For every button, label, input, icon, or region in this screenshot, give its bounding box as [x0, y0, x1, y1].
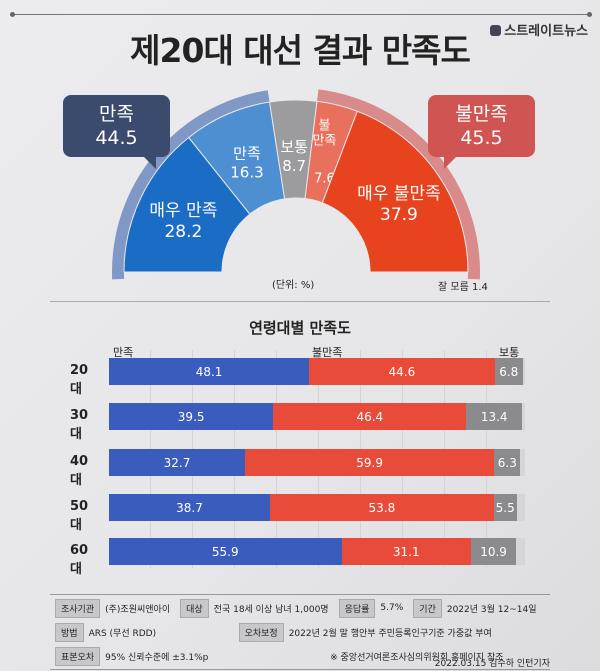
bar-row: 38.7 53.8 5.5: [109, 494, 525, 521]
unit-label: (단위: %): [272, 280, 315, 291]
satisfied-summary-label: 만족: [99, 103, 134, 125]
slice-label-3: 불 만족: [312, 118, 336, 148]
divider: [50, 301, 550, 302]
legend-neutral: 보통: [499, 346, 520, 359]
bar-segment-dissatisfied: 31.1: [341, 538, 471, 565]
bar-segment-dissatisfied: 44.6: [309, 358, 495, 385]
dont-know-annotation: 잘 모름 1.4: [438, 282, 488, 293]
satisfied-summary: 만족 44.5: [63, 95, 170, 169]
period: 2022년 3월 12~14일: [446, 604, 537, 615]
info-top-rule: [50, 594, 550, 595]
bar-segment-satisfied: 55.9: [109, 538, 342, 565]
error-label: 표본오차: [55, 646, 101, 666]
bar-segment-dissatisfied: 59.9: [245, 449, 495, 476]
row-label: 20대: [70, 363, 89, 397]
slice-4: [321, 110, 469, 273]
target: 전국 18세 이상 남녀 1,000명: [213, 604, 329, 615]
source-note: ※ 중앙선거여론조사심의위원회 홈페이지 참조: [330, 652, 504, 663]
weight-label: 오차보정: [238, 622, 284, 642]
bar-segment-neutral: 6.3: [494, 449, 521, 476]
slice-label-1: 만족: [233, 144, 261, 162]
bar-segment-neutral: 5.5: [493, 494, 517, 521]
bar-row: 32.7 59.9 6.3: [109, 449, 525, 476]
slice-label-2: 보통: [280, 138, 308, 156]
logo-text: 스트레이트뉴스: [504, 24, 588, 39]
page-title: 제20대 대선 결과 만족도: [130, 31, 471, 70]
slice-0: [123, 136, 251, 273]
logo: 스트레이트뉴스: [490, 20, 588, 39]
rate: 5.7%: [380, 603, 404, 613]
slice-value-1: 16.3: [230, 163, 263, 181]
survey-info: 조사기관 (주)조원씨앤아이 대상 전국 18세 이상 남녀 1,000명 응답률 5…: [50, 594, 550, 670]
bar-segment-satisfied: 39.5: [109, 403, 274, 430]
bar-row: 55.9 31.1 10.9: [109, 538, 525, 565]
dissatisfied-summary: 불만족 45.5: [428, 95, 535, 169]
bar-segment-dissatisfied: 53.8: [269, 494, 494, 521]
slice-value-0: 28.2: [164, 222, 202, 242]
slice-value-4: 37.9: [380, 205, 418, 225]
bar-segment-satisfied: 38.7: [109, 494, 270, 521]
slice-label-4: 매우 불만족: [357, 184, 441, 204]
org: (주)조원씨앤아이: [105, 604, 171, 615]
bar-segment-neutral: 10.9: [470, 538, 517, 565]
legend-dissatisfied: 불만족: [312, 346, 343, 359]
error: 95% 신뢰수준에 ±3.1%p: [105, 652, 209, 663]
age-chart-title: 연령대별 만족도: [249, 319, 351, 337]
satisfied-summary-value: 44.5: [95, 127, 138, 149]
bar-segment-dissatisfied: 46.4: [273, 403, 467, 430]
bar-row: 39.5 46.4 13.4: [109, 403, 525, 430]
bar-segment-satisfied: 48.1: [109, 358, 310, 385]
method: ARS (무선 RDD): [88, 628, 157, 639]
bar-segment-neutral: 13.4: [466, 403, 523, 430]
slice-value-2: 8.7: [282, 157, 306, 175]
rate-label: 응답률: [338, 598, 376, 618]
period-label: 기간: [413, 598, 442, 618]
logo-icon: [490, 25, 502, 36]
bar-segment-satisfied: 32.7: [109, 449, 246, 476]
dissatisfied-summary-label: 불만족: [455, 103, 508, 125]
satisfied-outer-band: [112, 90, 270, 280]
info-bottom-rule: [50, 669, 550, 670]
row-label: 40대: [70, 454, 89, 488]
top-rule: [10, 12, 592, 17]
credit: 2022.03.15 김수하 인턴기자: [434, 659, 550, 669]
dissatisfied-outer-band: [317, 89, 480, 280]
row-label: 60대: [70, 543, 89, 577]
weight: 2022년 2월 말 행안부 주민등록인구기준 가중값 부여: [288, 628, 492, 639]
target-label: 대상: [180, 598, 209, 618]
slice-label-0: 매우 만족: [149, 201, 217, 221]
dissatisfied-summary-value: 45.5: [460, 127, 503, 149]
row-label: 50대: [70, 499, 89, 533]
legend-satisfied: 만족: [113, 346, 134, 359]
method-label: 방법: [55, 622, 84, 642]
row-label: 30대: [70, 408, 89, 442]
bar-segment-neutral: 6.8: [494, 358, 523, 385]
bar-row: 48.1 44.6 6.8: [109, 358, 525, 385]
org-label: 조사기관: [55, 598, 101, 618]
